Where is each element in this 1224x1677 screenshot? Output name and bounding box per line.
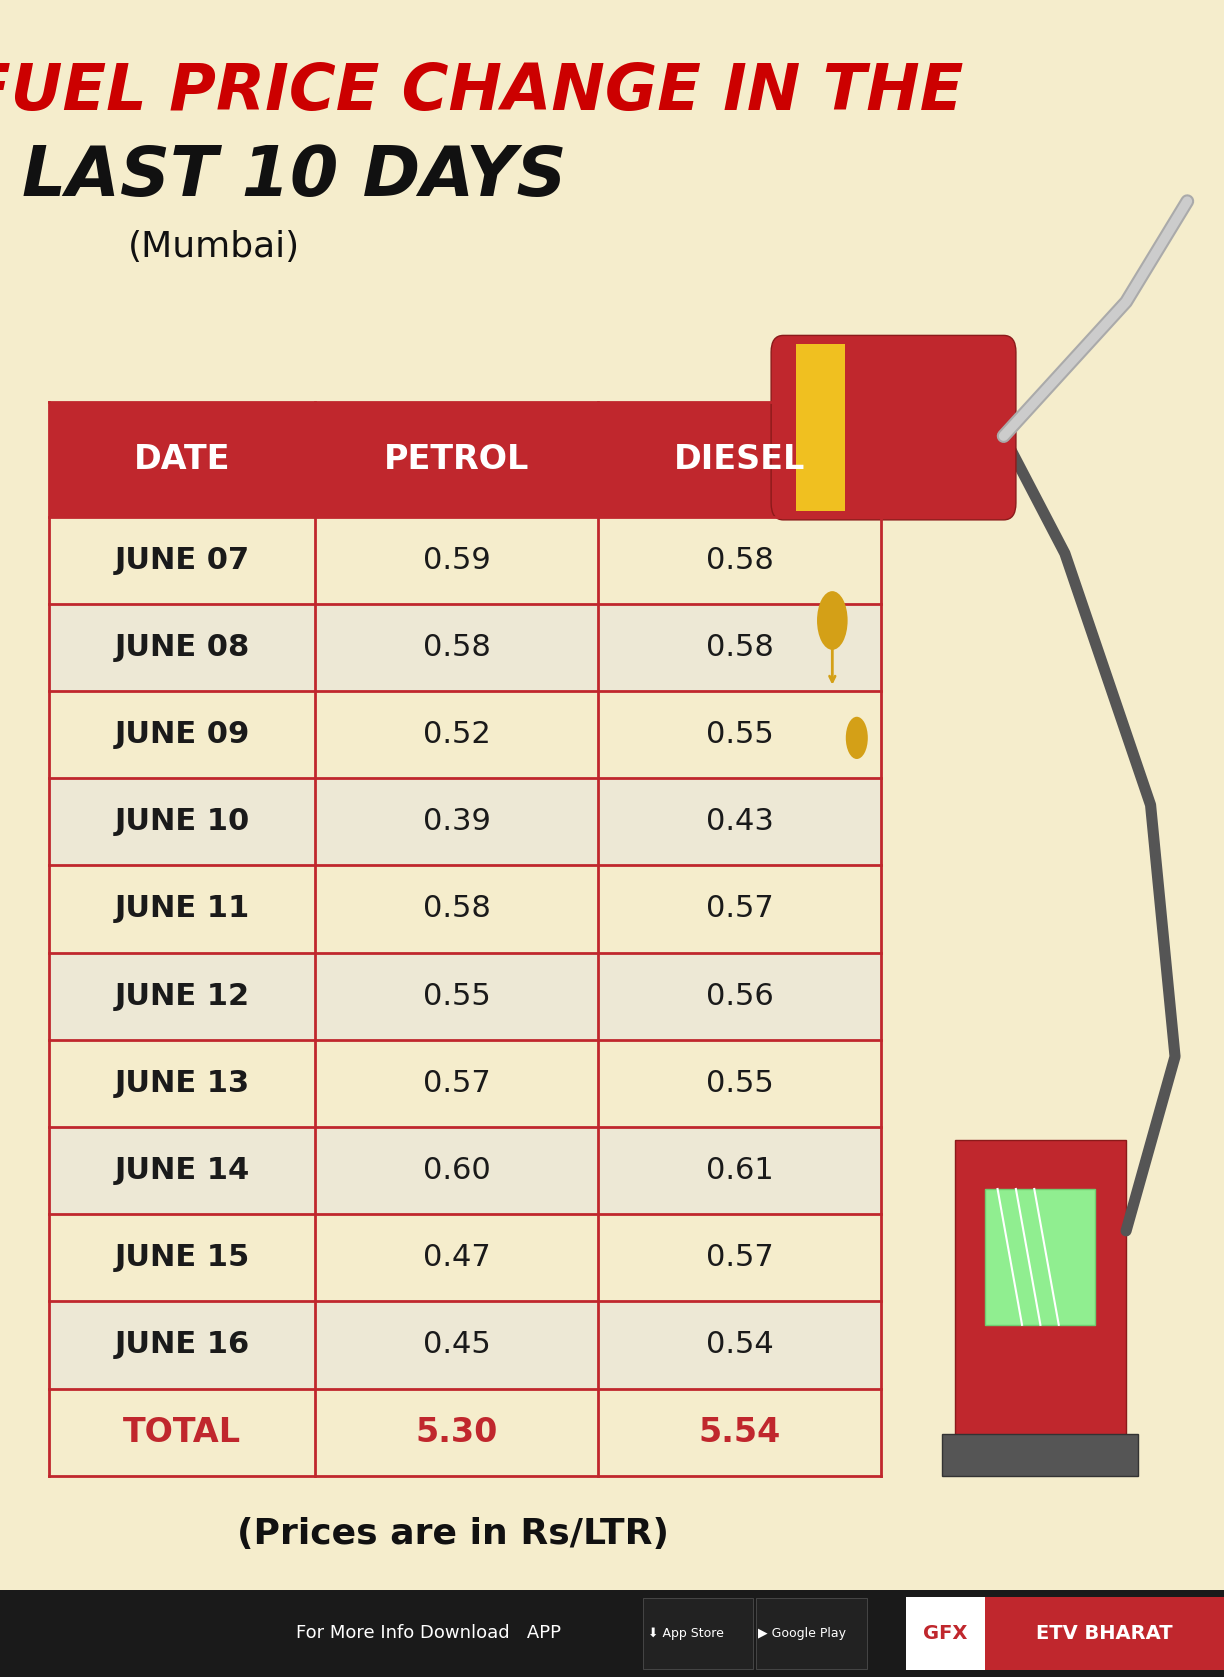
Text: JUNE 09: JUNE 09 xyxy=(114,719,250,750)
Text: 0.43: 0.43 xyxy=(706,807,774,837)
Bar xyxy=(796,344,845,511)
Text: ⬇ App Store: ⬇ App Store xyxy=(647,1627,723,1640)
Bar xyxy=(49,1127,881,1214)
Text: 0.60: 0.60 xyxy=(424,1155,491,1186)
Text: 0.47: 0.47 xyxy=(424,1243,491,1273)
Text: 0.54: 0.54 xyxy=(706,1330,774,1360)
Text: LAST 10 DAYS: LAST 10 DAYS xyxy=(22,143,565,210)
Text: (Mumbai): (Mumbai) xyxy=(129,230,300,263)
Text: 0.55: 0.55 xyxy=(424,981,491,1011)
Bar xyxy=(49,604,881,691)
Bar xyxy=(49,1301,881,1389)
Text: JUNE 16: JUNE 16 xyxy=(115,1330,250,1360)
Text: DATE: DATE xyxy=(133,443,230,476)
Text: ▶ Google Play: ▶ Google Play xyxy=(758,1627,846,1640)
Text: DIESEL: DIESEL xyxy=(674,443,805,476)
Ellipse shape xyxy=(846,716,868,760)
Text: JUNE 13: JUNE 13 xyxy=(115,1068,250,1098)
Bar xyxy=(643,1598,753,1669)
Bar xyxy=(985,1189,1095,1325)
Text: 0.58: 0.58 xyxy=(422,894,491,924)
Bar xyxy=(49,1389,881,1476)
Text: JUNE 14: JUNE 14 xyxy=(115,1155,250,1186)
Text: 5.30: 5.30 xyxy=(416,1415,498,1449)
Bar xyxy=(0,1590,1224,1677)
Text: 0.57: 0.57 xyxy=(706,1243,774,1273)
Bar xyxy=(49,1040,881,1127)
Bar xyxy=(49,1214,881,1301)
Bar xyxy=(49,517,881,604)
Text: JUNE 15: JUNE 15 xyxy=(115,1243,250,1273)
FancyBboxPatch shape xyxy=(771,335,1016,520)
Bar xyxy=(756,1598,867,1669)
Text: FUEL PRICE CHANGE IN THE: FUEL PRICE CHANGE IN THE xyxy=(0,62,963,122)
Bar xyxy=(49,402,881,517)
Bar xyxy=(49,865,881,953)
Text: 0.57: 0.57 xyxy=(424,1068,491,1098)
Text: JUNE 11: JUNE 11 xyxy=(115,894,250,924)
Text: 0.57: 0.57 xyxy=(706,894,774,924)
Text: 0.55: 0.55 xyxy=(706,1068,774,1098)
Bar xyxy=(985,1597,1224,1670)
Text: 0.56: 0.56 xyxy=(706,981,774,1011)
Text: (Prices are in Rs/LTR): (Prices are in Rs/LTR) xyxy=(237,1518,668,1551)
Text: 0.58: 0.58 xyxy=(706,545,774,575)
Text: GFX: GFX xyxy=(923,1623,968,1643)
Text: JUNE 12: JUNE 12 xyxy=(115,981,250,1011)
Bar xyxy=(49,691,881,778)
Text: 0.55: 0.55 xyxy=(706,719,774,750)
Bar xyxy=(955,1140,1126,1442)
Text: 0.45: 0.45 xyxy=(424,1330,491,1360)
Text: 0.39: 0.39 xyxy=(422,807,491,837)
Bar xyxy=(49,953,881,1040)
Text: JUNE 07: JUNE 07 xyxy=(115,545,250,575)
Text: 5.54: 5.54 xyxy=(699,1415,781,1449)
Text: JUNE 10: JUNE 10 xyxy=(115,807,250,837)
Text: JUNE 08: JUNE 08 xyxy=(115,632,250,662)
Text: 0.61: 0.61 xyxy=(706,1155,774,1186)
Bar xyxy=(906,1597,985,1670)
Text: 0.58: 0.58 xyxy=(706,632,774,662)
Text: 0.52: 0.52 xyxy=(424,719,491,750)
Text: ETV BHARAT: ETV BHARAT xyxy=(1037,1623,1173,1643)
Text: For More Info Download   APP: For More Info Download APP xyxy=(296,1625,561,1642)
Text: TOTAL: TOTAL xyxy=(124,1415,241,1449)
Bar xyxy=(49,778,881,865)
Text: 0.59: 0.59 xyxy=(424,545,491,575)
Ellipse shape xyxy=(818,592,847,651)
Bar xyxy=(942,1434,1138,1476)
Text: 0.58: 0.58 xyxy=(422,632,491,662)
Text: PETROL: PETROL xyxy=(384,443,530,476)
